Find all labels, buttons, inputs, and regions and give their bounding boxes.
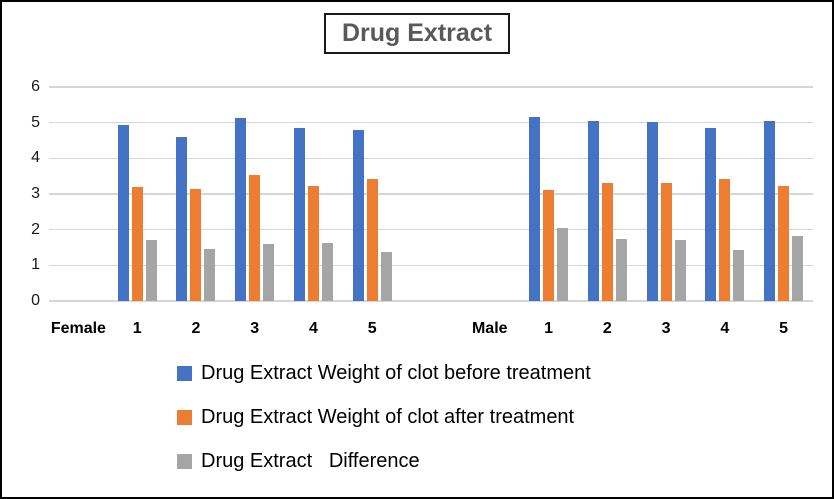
x-axis-label-3: 3 <box>661 320 671 337</box>
bar-male-1-series3 <box>557 227 569 301</box>
gridline-y-5 <box>49 121 813 124</box>
bar-female-2-series2 <box>190 189 202 301</box>
bar-male-5-series3 <box>792 235 804 301</box>
bar-female-4-series1 <box>293 128 305 301</box>
bar-female-4-series2 <box>307 186 319 301</box>
chart-title: Drug Extract <box>341 19 493 47</box>
bar-female-2-series1 <box>176 137 188 301</box>
x-axis-label-4: 4 <box>308 320 318 337</box>
bar-male-5-series2 <box>778 186 790 301</box>
gridline-y-4 <box>49 157 813 160</box>
bar-male-4-series1 <box>705 128 717 301</box>
legend-swatch-icon <box>177 453 192 469</box>
bar-female-3-series2 <box>249 175 261 301</box>
y-axis-tick-3: 3 <box>31 185 40 202</box>
x-axis-label-1: 1 <box>132 320 142 337</box>
bar-female-3-series1 <box>235 118 247 301</box>
x-axis-label-male: Male <box>471 320 508 337</box>
y-axis-tick-2: 2 <box>31 220 40 238</box>
bar-female-4-series3 <box>321 242 333 301</box>
bar-male-1-series2 <box>543 189 555 301</box>
bar-female-5-series3 <box>380 251 392 301</box>
x-axis-label-4: 4 <box>720 320 730 337</box>
x-axis-label-female: Female <box>50 320 106 337</box>
legend-item-3: Drug Extract Difference <box>177 449 591 473</box>
bar-male-3-series2 <box>660 182 672 301</box>
bar-female-1-series3 <box>145 239 157 301</box>
x-axis-label-1: 1 <box>544 320 553 337</box>
x-axis-label-2: 2 <box>602 320 612 337</box>
bar-male-2-series3 <box>615 239 627 301</box>
x-axis-label-2: 2 <box>191 320 201 337</box>
legend-item-2: Drug Extract Weight of clot after treatm… <box>177 405 591 429</box>
legend: Drug Extract Weight of clot before treat… <box>177 361 591 473</box>
gridline-y-2 <box>49 228 813 231</box>
gridline-y-1 <box>49 264 813 267</box>
bar-male-4-series2 <box>719 179 731 301</box>
bar-female-1-series1 <box>117 125 129 301</box>
legend-swatch-icon <box>177 365 192 381</box>
bar-male-3-series3 <box>674 240 686 301</box>
bar-male-2-series2 <box>601 182 613 301</box>
bar-female-2-series3 <box>204 248 216 301</box>
y-axis-tick-0: 0 <box>31 292 40 309</box>
gridline-y-6 <box>49 86 813 88</box>
bar-male-4-series3 <box>733 250 745 301</box>
y-axis-tick-6: 6 <box>31 78 40 95</box>
y-axis-tick-1: 1 <box>31 256 40 274</box>
x-axis-label-3: 3 <box>250 320 260 337</box>
legend-item-label: Drug Extract Weight of clot before treat… <box>201 361 591 384</box>
legend-item-label: Drug Extract Weight of clot after treatm… <box>201 405 575 428</box>
bar-male-1-series1 <box>529 116 541 301</box>
gridline-y-3 <box>49 193 813 195</box>
bar-female-5-series2 <box>366 179 378 301</box>
bar-female-1-series2 <box>131 186 143 301</box>
bar-male-2-series1 <box>587 121 599 301</box>
chart-title-box: Drug Extract <box>323 13 511 54</box>
y-axis-tick-4: 4 <box>31 149 40 167</box>
bar-male-3-series1 <box>646 121 658 301</box>
y-axis-tick-5: 5 <box>31 113 40 131</box>
legend-item-1: Drug Extract Weight of clot before treat… <box>177 361 591 385</box>
legend-swatch-icon <box>177 409 192 425</box>
gridline-y-0 <box>49 300 813 302</box>
legend-item-label: Drug Extract Difference <box>201 449 420 472</box>
x-axis-label-5: 5 <box>367 320 377 337</box>
bar-female-3-series3 <box>263 243 275 301</box>
bar-female-5-series1 <box>352 129 364 301</box>
bar-male-5-series1 <box>764 120 776 301</box>
x-axis-label-5: 5 <box>779 320 789 337</box>
